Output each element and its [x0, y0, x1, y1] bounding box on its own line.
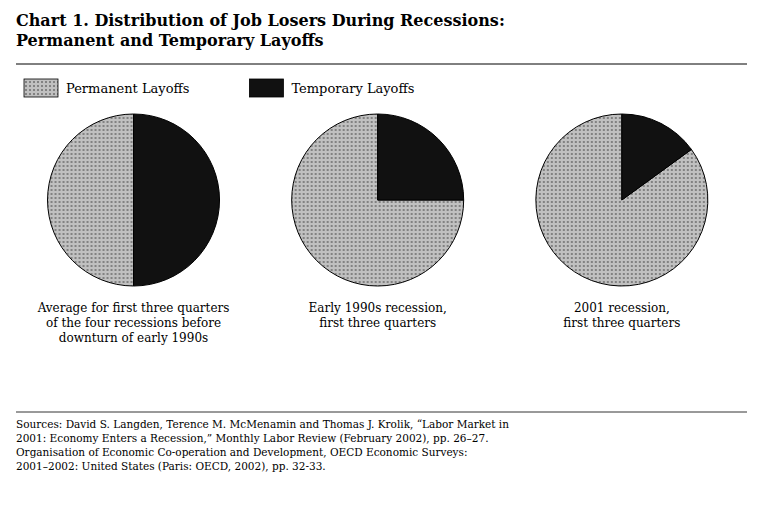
pie-slice [134, 114, 220, 286]
title-rule [16, 64, 747, 65]
pie [536, 114, 708, 286]
text-line: Organisation of Economic Co-operation an… [16, 446, 467, 458]
text-line: first three quarters [563, 316, 680, 330]
pie [48, 114, 220, 286]
text-line: 2001: Economy Enters a Recession,” Month… [16, 432, 488, 444]
pie-label: Average for first three quartersof the f… [37, 301, 230, 345]
legend-swatch [24, 79, 58, 97]
pie-label: 2001 recession,first three quarters [563, 301, 680, 330]
text-line: first three quarters [319, 316, 436, 330]
pie-slice [536, 114, 708, 286]
pie-slice [292, 114, 464, 286]
text-line: Early 1990s recession, [309, 301, 447, 315]
pie-slice [378, 114, 464, 200]
text-line: 2001–2002: United States (Paris: OECD, 2… [16, 460, 326, 472]
pie-slice [622, 114, 692, 200]
text-line: 2001 recession, [574, 301, 670, 315]
pie-slice [48, 114, 134, 286]
text-line: of the four recessions before [46, 316, 221, 330]
annotation: Sources: David S. Langden, Terence M. Mc… [16, 418, 509, 472]
text-line: Permanent and Temporary Layoffs [16, 31, 324, 50]
legend: Permanent Layoffs Temporary Layoffs [24, 79, 414, 97]
text-line: Sources: David S. Langden, Terence M. Mc… [16, 418, 509, 430]
pie-label: Early 1990s recession,first three quarte… [309, 301, 447, 330]
legend-swatch [249, 79, 283, 97]
chart-canvas: Chart 1. Distribution of Job Losers Duri… [0, 0, 763, 509]
text-line: Chart 1. Distribution of Job Losers Duri… [16, 11, 505, 30]
text-line: downturn of early 1990s [59, 331, 208, 345]
legend-entry: Temporary Layoffs [291, 81, 414, 96]
text-line: Average for first three quarters [37, 301, 230, 315]
title: Chart 1. Distribution of Job Losers Duri… [16, 11, 505, 50]
legend-entry: Permanent Layoffs [66, 81, 189, 96]
pie [292, 114, 464, 286]
sources-rule [16, 412, 747, 413]
